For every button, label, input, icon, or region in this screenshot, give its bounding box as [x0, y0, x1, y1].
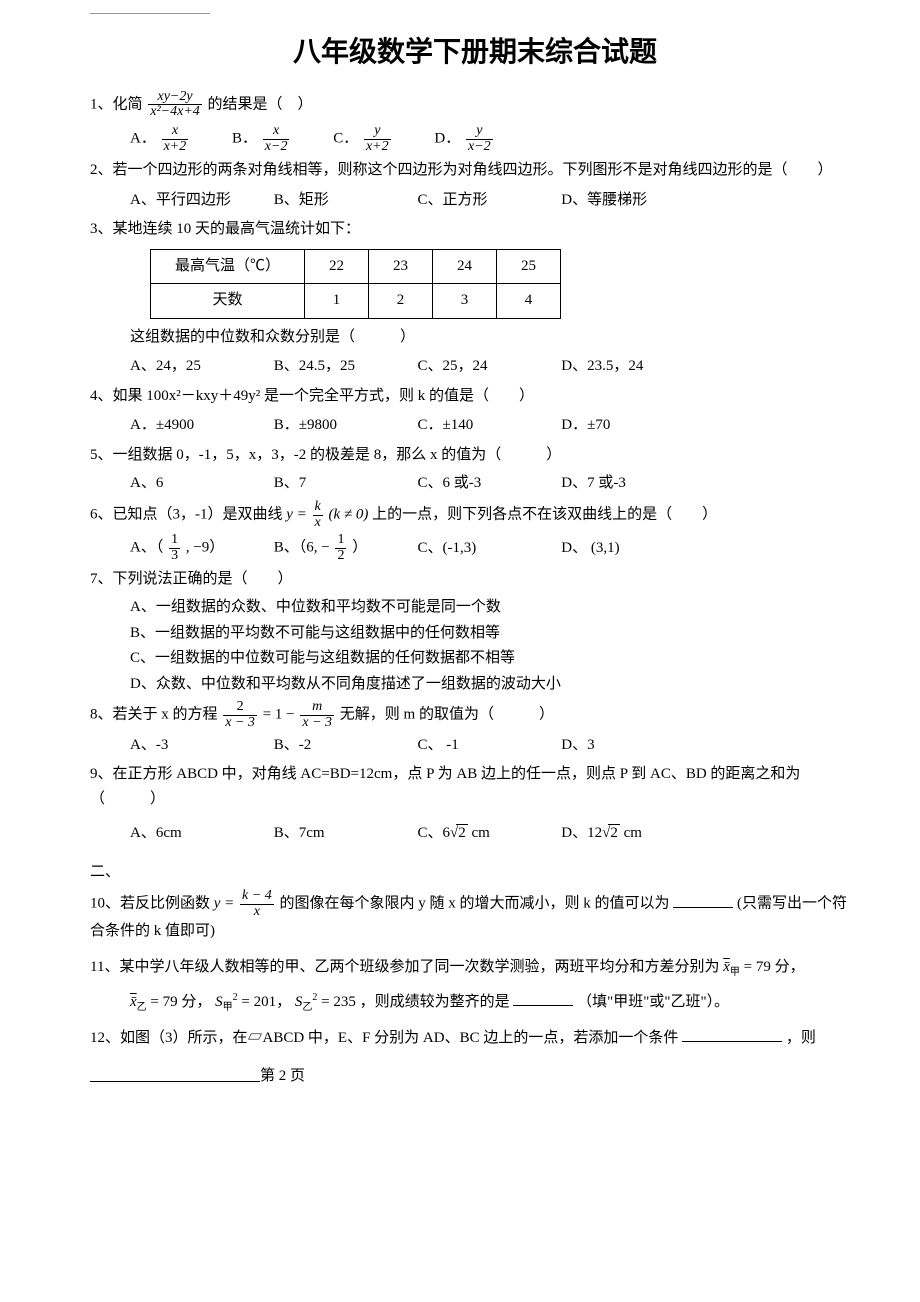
q3-sub: 这组数据的中位数和众数分别是（ ）	[130, 325, 860, 351]
q3-opt-d: D、23.5，24	[561, 354, 701, 380]
sqrt-icon	[602, 825, 607, 841]
q2-opt-b: B、矩形	[274, 188, 414, 214]
q6-opt-b: B、（6, − 12 ）	[274, 533, 414, 563]
q2-options: A、平行四边形 B、矩形 C、正方形 D、等腰梯形	[130, 188, 860, 214]
q6-options: A、（ 13 , −9） B、（6, − 12 ） C、(-1,3) D、 (3…	[130, 533, 860, 563]
page-title: 八年级数学下册期末综合试题	[90, 28, 860, 76]
q1-opt-b: B． xx−2	[232, 124, 291, 154]
header-rule	[90, 12, 210, 14]
q5-opt-d: D、7 或-3	[561, 471, 701, 497]
q11-line2: x̄乙 = 79 分， S甲2 = 201， S乙2 = 235 ，则成绩较为整…	[130, 989, 860, 1016]
question-11: 11、某中学八年级人数相等的甲、乙两个班级参加了同一次数学测验，两班平均分和方差…	[90, 955, 860, 981]
question-9: 9、在正方形 ABCD 中，对角线 AC=BD=12cm，点 P 为 AB 边上…	[90, 762, 860, 813]
question-6: 6、已知点（3，-1）是双曲线 y = kx (k ≠ 0) 上的一点，则下列各…	[90, 500, 860, 530]
blank-fill	[673, 892, 733, 908]
q9-opt-c: C、62 cm	[418, 821, 558, 847]
q1-stem-pre: 1、化简	[90, 96, 143, 112]
q9-opt-a: A、6cm	[130, 821, 270, 847]
q3-opt-c: C、25，24	[418, 354, 558, 380]
q7-opt-a: A、一组数据的众数、中位数和平均数不可能是同一个数	[130, 595, 860, 621]
sqrt-icon	[450, 825, 455, 841]
q7-opt-b: B、一组数据的平均数不可能与这组数据中的任何数相等	[130, 621, 860, 647]
q8-opt-d: D、3	[561, 733, 701, 759]
q5-opt-b: B、7	[274, 471, 414, 497]
q6-opt-a: A、（ 13 , −9）	[130, 533, 270, 563]
question-7: 7、下列说法正确的是（ ）	[90, 567, 860, 593]
question-2: 2、若一个四边形的两条对角线相等，则称这个四边形为对角线四边形。下列图形不是对角…	[90, 158, 860, 184]
q5-opt-c: C、6 或-3	[418, 471, 558, 497]
q4-opt-a: A．±4900	[130, 413, 270, 439]
q1-opt-d: D． yx−2	[434, 124, 494, 154]
page-number: 第 2 页	[260, 1064, 860, 1090]
question-5: 5、一组数据 0，-1，5，x，3，-2 的极差是 8，那么 x 的值为（ ）	[90, 443, 860, 469]
q8-opt-a: A、-3	[130, 733, 270, 759]
q1-opt-c: C． yx+2	[333, 124, 392, 154]
q5-opt-a: A、6	[130, 471, 270, 497]
q8-opt-b: B、-2	[274, 733, 414, 759]
question-12: 12、如图（3）所示，在▱ABCD 中，E、F 分别为 AD、BC 边上的一点，…	[90, 1026, 860, 1052]
q2-opt-c: C、正方形	[418, 188, 558, 214]
q8-options: A、-3 B、-2 C、 -1 D、3	[130, 733, 860, 759]
table-row: 天数 1 2 3 4	[151, 284, 561, 319]
q4-options: A．±4900 B．±9800 C．±140 D．±70	[130, 413, 860, 439]
q1-frac: xy−2y x²−4x+4	[148, 90, 202, 120]
q8-opt-c: C、 -1	[418, 733, 558, 759]
question-3: 3、某地连续 10 天的最高气温统计如下：	[90, 217, 860, 243]
q3-table: 最高气温（℃） 22 23 24 25 天数 1 2 3 4	[150, 249, 561, 319]
q9-options: A、6cm B、7cm C、62 cm D、122 cm	[130, 821, 860, 847]
blank-fill	[513, 990, 573, 1006]
table-row: 最高气温（℃） 22 23 24 25	[151, 249, 561, 284]
blank-fill	[682, 1026, 782, 1042]
q6-opt-d: D、 (3,1)	[561, 536, 701, 562]
q9-opt-b: B、7cm	[274, 821, 414, 847]
question-10: 10、若反比例函数 y = k − 4x 的图像在每个象限内 y 随 x 的增大…	[90, 889, 860, 945]
q4-opt-b: B．±9800	[274, 413, 414, 439]
q4-opt-c: C．±140	[418, 413, 558, 439]
q2-opt-a: A、平行四边形	[130, 188, 270, 214]
section-2-heading: 二、	[90, 860, 860, 886]
question-1: 1、化简 xy−2y x²−4x+4 的结果是（ ）	[90, 90, 860, 120]
question-8: 8、若关于 x 的方程 2x − 3 = 1 − mx − 3 无解，则 m 的…	[90, 700, 860, 730]
question-4: 4、如果 100x²－kxy＋49y² 是一个完全平方式，则 k 的值是（ ）	[90, 384, 860, 410]
q4-opt-d: D．±70	[561, 413, 701, 439]
q3-opt-a: A、24，25	[130, 354, 270, 380]
q1-opt-a: A． xx+2	[130, 124, 190, 154]
q9-opt-d: D、122 cm	[561, 821, 701, 847]
q1-stem-post: 的结果是（ ）	[208, 96, 313, 112]
footer-rule	[90, 1081, 260, 1082]
q3-options: A、24，25 B、24.5，25 C、25，24 D、23.5，24	[130, 354, 860, 380]
q7-opt-d: D、众数、中位数和平均数从不同角度描述了一组数据的波动大小	[130, 672, 860, 698]
q6-opt-c: C、(-1,3)	[418, 536, 558, 562]
q5-options: A、6 B、7 C、6 或-3 D、7 或-3	[130, 471, 860, 497]
q2-opt-d: D、等腰梯形	[561, 188, 701, 214]
q3-opt-b: B、24.5，25	[274, 354, 414, 380]
q1-options: A． xx+2 B． xx−2 C． yx+2 D． yx−2	[130, 124, 860, 154]
q7-opt-c: C、一组数据的中位数可能与这组数据的任何数据都不相等	[130, 646, 860, 672]
